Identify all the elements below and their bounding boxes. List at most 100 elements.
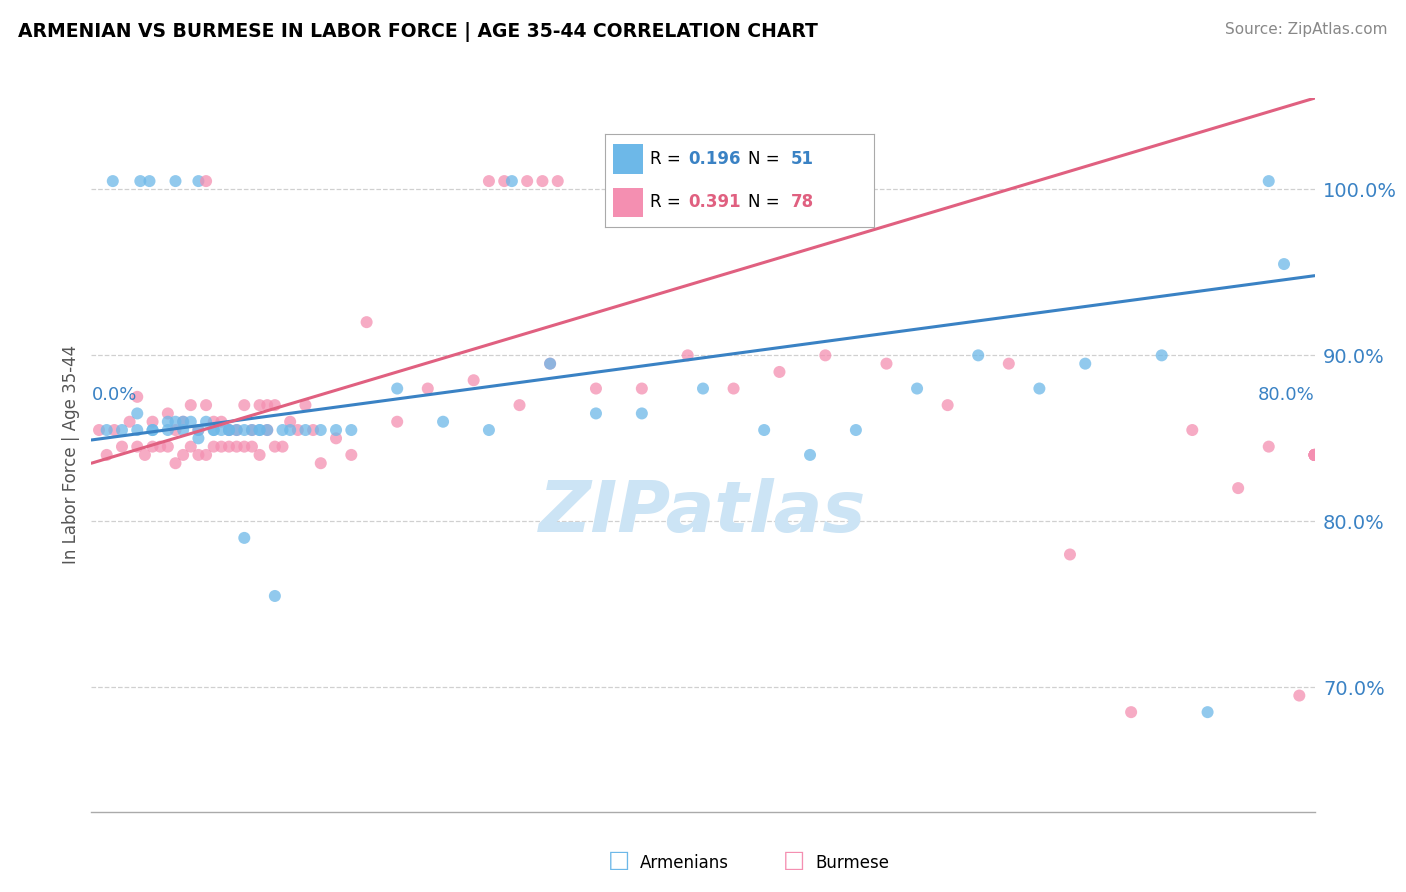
Point (1303, 448, 1326, 462)
Point (165, 456, 187, 470)
Point (799, 448, 821, 462)
Point (233, 531, 256, 545)
Point (240, 423, 263, 437)
Point (967, 348, 990, 362)
Point (127, 390, 149, 404)
Point (998, 357, 1021, 371)
Point (156, 415, 179, 429)
Point (96, 448, 118, 462)
Point (156, 440, 179, 454)
Text: 51: 51 (790, 150, 814, 168)
Point (547, 174, 569, 188)
Point (278, 423, 301, 437)
Point (754, 423, 776, 437)
Point (187, 448, 209, 462)
Point (180, 440, 202, 454)
Point (309, 423, 332, 437)
Point (141, 423, 163, 437)
Point (1227, 481, 1250, 495)
Point (202, 423, 225, 437)
Point (768, 365, 790, 379)
Text: R =: R = (650, 150, 686, 168)
Point (172, 415, 194, 429)
Point (202, 423, 225, 437)
Point (249, 423, 271, 437)
Point (129, 174, 152, 188)
Point (165, 174, 187, 188)
Point (905, 382, 928, 396)
Point (264, 398, 287, 412)
Point (676, 348, 699, 362)
Point (309, 456, 332, 470)
Point (264, 589, 287, 603)
Point (692, 382, 714, 396)
Point (1150, 348, 1173, 362)
Text: □: □ (783, 848, 806, 872)
Point (156, 406, 179, 420)
Text: 0.391: 0.391 (689, 193, 741, 211)
Point (225, 423, 247, 437)
Point (202, 440, 225, 454)
Point (432, 415, 454, 429)
Point (1272, 257, 1295, 271)
Text: 80.0%: 80.0% (1258, 385, 1315, 404)
Point (134, 448, 156, 462)
Point (101, 174, 124, 188)
Bar (613, 187, 643, 218)
Point (1303, 448, 1326, 462)
Point (218, 440, 240, 454)
Point (340, 423, 363, 437)
Point (209, 440, 232, 454)
Text: 0.196: 0.196 (689, 150, 741, 168)
Point (494, 174, 516, 188)
Point (233, 440, 256, 454)
Point (103, 423, 125, 437)
Point (271, 423, 294, 437)
Point (538, 357, 561, 371)
Text: □: □ (607, 848, 630, 872)
Point (209, 423, 232, 437)
Point (1121, 705, 1143, 719)
Text: ARMENIAN VS BURMESE IN LABOR FORCE | AGE 35-44 CORRELATION CHART: ARMENIAN VS BURMESE IN LABOR FORCE | AGE… (18, 22, 818, 42)
Point (172, 448, 194, 462)
Text: 0.0%: 0.0% (91, 385, 136, 404)
Point (302, 423, 325, 437)
Point (225, 423, 247, 437)
Point (1303, 448, 1326, 462)
Point (256, 423, 278, 437)
Point (233, 423, 256, 437)
Point (294, 398, 316, 412)
Point (845, 423, 868, 437)
Point (118, 415, 141, 429)
Point (187, 423, 209, 437)
Point (195, 398, 218, 412)
Text: Burmese: Burmese (815, 855, 890, 872)
Point (936, 398, 959, 412)
Text: ZIPatlas: ZIPatlas (540, 477, 866, 547)
Point (1303, 448, 1326, 462)
Point (180, 415, 202, 429)
Point (218, 423, 240, 437)
Point (165, 415, 187, 429)
Point (325, 431, 347, 445)
Point (631, 406, 654, 420)
Point (172, 415, 194, 429)
Point (294, 423, 316, 437)
Point (385, 382, 409, 396)
Point (96, 423, 118, 437)
Point (256, 398, 278, 412)
Point (585, 406, 607, 420)
Point (127, 406, 149, 420)
Point (1303, 448, 1326, 462)
Point (463, 373, 485, 387)
Point (240, 440, 263, 454)
Point (195, 448, 218, 462)
Point (111, 423, 134, 437)
Point (875, 357, 898, 371)
Point (385, 415, 409, 429)
Bar (613, 144, 643, 174)
Point (141, 423, 163, 437)
Point (271, 440, 294, 454)
Point (264, 440, 287, 454)
Point (1059, 548, 1081, 562)
